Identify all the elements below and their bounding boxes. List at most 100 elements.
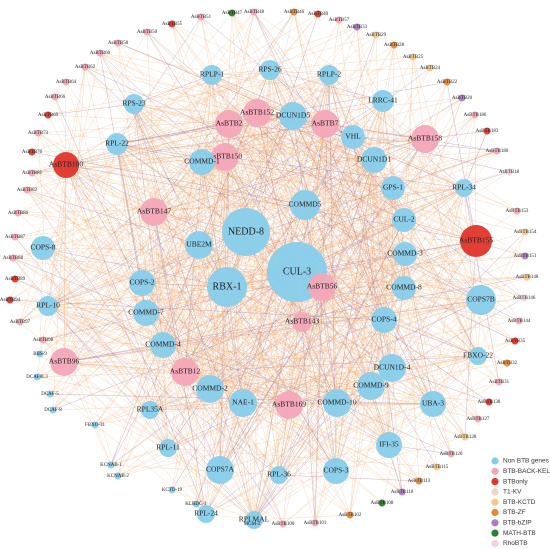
edge [195,402,338,505]
edge [162,19,340,346]
edge [253,81,448,521]
edge [296,100,384,273]
edge [65,164,403,493]
edge [133,74,330,105]
edge [375,34,385,321]
node-label: AsBTB96 [49,357,80,366]
edge [42,247,207,515]
node [31,236,55,260]
edge [324,123,372,387]
edge [94,115,294,426]
edge [167,447,284,525]
edge [288,321,303,406]
node [515,317,523,325]
node [50,348,78,376]
edge [201,138,426,163]
node-label: RPL-36 [267,470,291,479]
node-label: AsBTB147 [137,207,171,216]
edge [65,164,151,411]
edge [65,164,394,189]
node [323,389,351,417]
node [415,477,423,485]
edge [63,361,490,403]
node [260,60,280,80]
edge [224,156,465,189]
node-label: AsBTB66 [45,95,66,100]
edge [84,66,390,446]
edge [321,286,500,383]
node [9,254,17,262]
edge [393,44,479,357]
edge [47,103,135,116]
edge [36,376,390,446]
edge [141,282,244,404]
edge [219,321,303,471]
edge [110,123,230,466]
edge [145,211,155,314]
edge [304,204,385,321]
node [211,143,239,171]
edge [110,69,271,466]
edge [145,312,211,390]
edge [403,287,479,357]
edge [162,344,169,449]
edge [209,385,372,390]
edge [65,164,169,449]
edge [153,211,169,449]
edge [463,187,500,383]
edge [145,74,213,314]
edge [392,44,395,189]
node-label: AsBTB62 [75,65,96,70]
edge [304,114,476,206]
edge [296,240,477,273]
edge [391,240,477,369]
node [279,520,287,528]
node [493,147,501,155]
node [393,242,417,266]
node [495,378,503,386]
node-label: DCUN1D-4 [374,363,411,372]
node [361,147,387,173]
edge [226,286,337,472]
node [466,285,496,315]
edge [116,143,255,521]
edge [301,321,338,404]
edge [63,361,197,505]
node-label: KCNAB-2 [107,474,129,479]
node-label: COPS7B [467,295,495,304]
edge [224,156,525,299]
edge [201,161,477,242]
edge [141,282,337,472]
edge [63,319,385,363]
edge [228,11,255,125]
node [335,16,343,24]
edge [65,74,213,166]
edge [31,172,405,221]
edge [184,355,479,373]
edge [201,11,295,163]
node [53,152,79,178]
edge [42,339,255,521]
edge [94,299,482,426]
node-label: AsBTB144 [508,319,531,324]
edge [63,286,323,363]
node [378,354,406,382]
edge [253,11,326,125]
edge [116,143,394,189]
node-label: AsBTB138 [478,400,501,405]
edge [149,367,393,411]
node [357,372,385,400]
edge [201,161,316,524]
node-label: RPLMAL [239,515,270,524]
edge [403,114,476,289]
edge [278,219,405,476]
edge [278,402,338,476]
edge [145,312,466,438]
edge [403,219,479,357]
edge [418,355,479,482]
edge [141,74,213,284]
node-label: COMMD-2 [192,384,228,393]
edge [432,187,465,405]
edge [336,159,375,404]
edge [65,81,207,515]
